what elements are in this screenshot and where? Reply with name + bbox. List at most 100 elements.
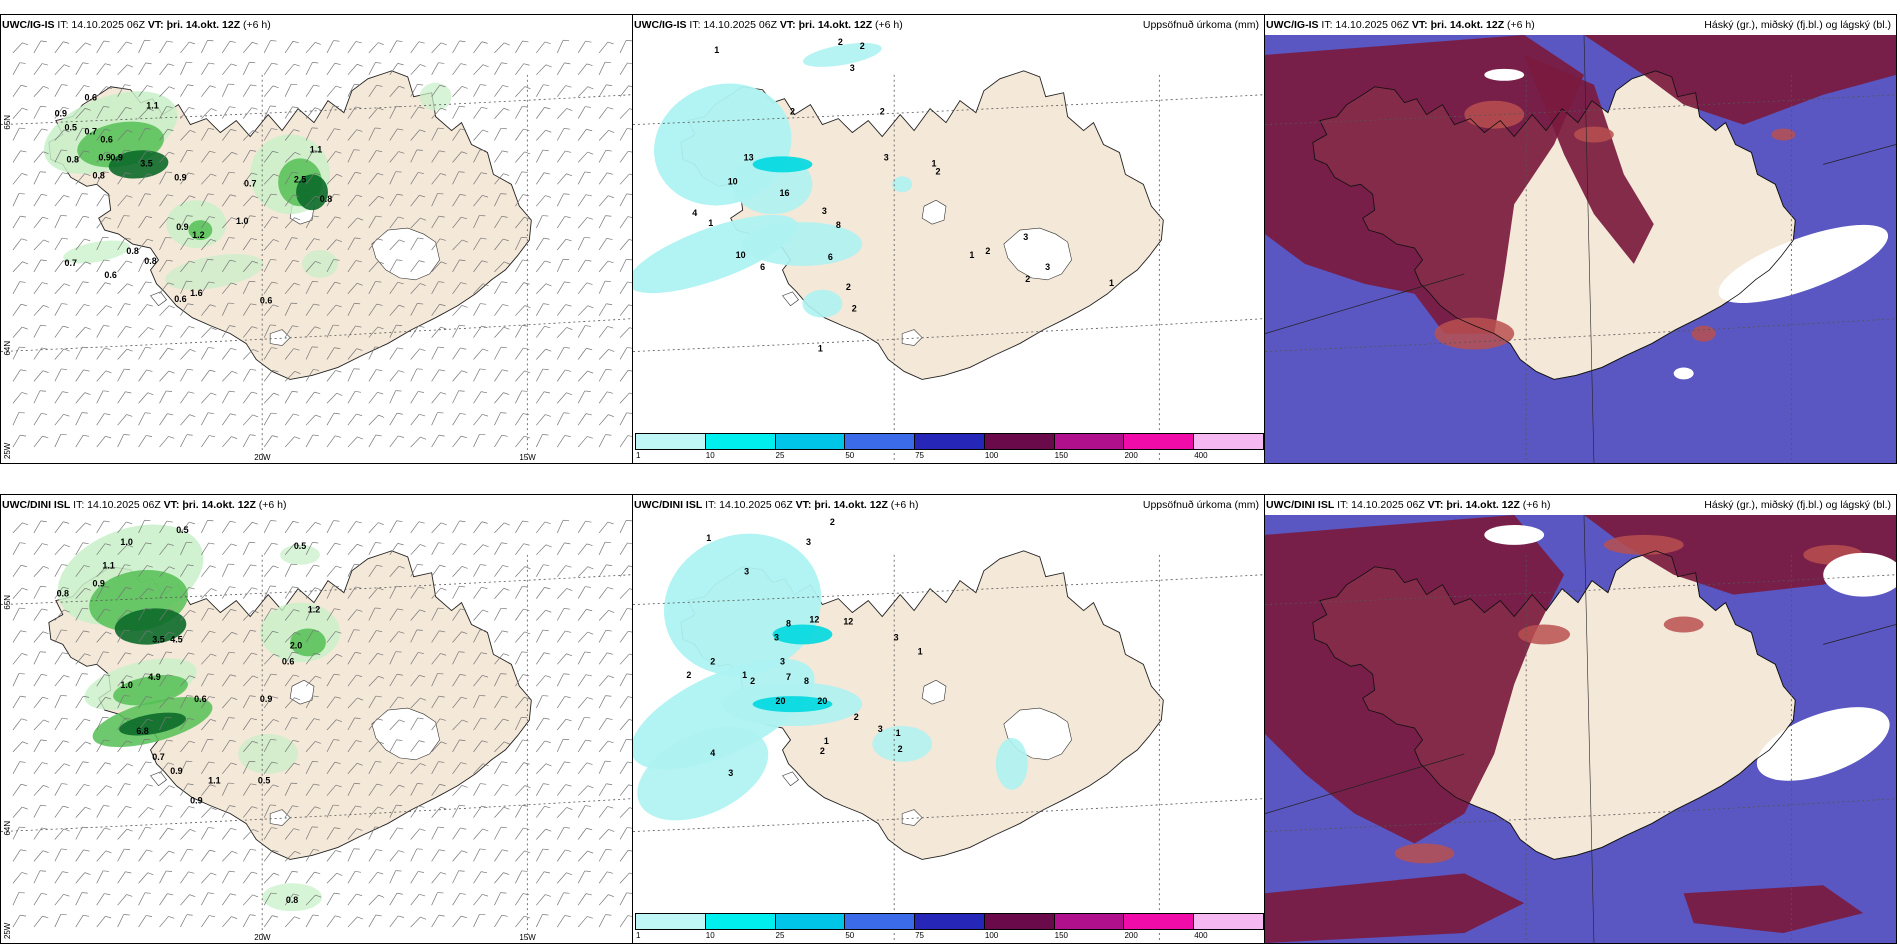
map-wind-precip[interactable]: 65N 64N 25W 20W 15W 0.5 1.0 1.1 0.9 0.8 0.5 3.5 4.5 1… [1, 515, 632, 943]
value-label: 6 [828, 252, 833, 262]
value-label: 1.0 [120, 680, 132, 690]
colorbar: 1 10 25 50 75 100 150 200 400 [635, 433, 1264, 460]
value-label: 0.8 [320, 194, 332, 204]
colorbar-label: 50 [845, 931, 855, 940]
value-label: 1 [706, 533, 711, 543]
field-title: Háský (gr.), miðský (fj.bl.) og lágský (… [1704, 499, 1891, 511]
glacier [150, 771, 167, 787]
value-label: 1 [824, 736, 829, 746]
glacier [150, 291, 167, 307]
value-label: 1.1 [310, 144, 322, 154]
precip-area [302, 249, 338, 278]
value-label: 3 [1023, 232, 1028, 242]
colorbar-swatch [1193, 913, 1264, 930]
colorbar-swatch [774, 913, 846, 930]
value-label: 2 [936, 166, 941, 176]
value-label: 2.0 [290, 640, 302, 650]
value-label: 0.8 [67, 154, 79, 164]
map-wind-precip[interactable]: 65N 64N 25W 20W 15W 0.6 0.9 0.5 1.1 0.7 0.6 0.9 0.8 0… [1, 35, 632, 463]
value-label: 6 [760, 262, 765, 272]
colorbar-label: 1 [636, 931, 641, 940]
colorbar-label: 400 [1194, 931, 1208, 940]
latitude-line [1, 94, 632, 125]
value-label: 2 [852, 304, 857, 314]
colorbar-swatch [1123, 433, 1195, 450]
value-label: 2 [985, 246, 990, 256]
map-accumulated-precip[interactable]: 2 1 3 3 8 12 12 3 2 1 2 3 2 7 8 20 20 4 3 3 1 2 3 1 1 2 2 [633, 515, 1264, 943]
coastline [1312, 550, 1796, 860]
field-title: Uppsöfnuð úrkoma (mm) [1142, 19, 1259, 31]
longitude-label: 25W [3, 442, 12, 459]
value-label: 1 [896, 728, 901, 738]
init-time: IT: 14.10.2025 06Z [1321, 19, 1409, 31]
value-label: 0.5 [294, 541, 306, 551]
colorbar-swatch [635, 433, 706, 450]
value-label: 0.9 [176, 222, 188, 232]
init-time: IT: 14.10.2025 06Z [689, 19, 777, 31]
precip-area [114, 608, 187, 645]
glacier [269, 809, 291, 826]
precip-area [1574, 126, 1614, 143]
valid-time: VT: þri. 14.okt. 12Z [795, 499, 888, 511]
colorbar-label: 1 [636, 451, 641, 460]
gust-labels: 0.6 0.9 0.5 1.1 0.7 0.6 0.9 0.8 0.9 3.5 0.8 0.9 2.5 0… [55, 93, 333, 306]
value-label: 1.6 [190, 288, 202, 298]
value-label: 2 [820, 746, 825, 756]
colorbar-swatch [844, 433, 916, 450]
precip-area [296, 174, 328, 211]
value-label: 6.8 [136, 726, 148, 736]
map-accumulated-precip[interactable]: 1 2 2 3 2 13 10 16 2 3 1 2 4 3 8 1 10 6 6 1 2 3 3 2 1 2 2 1 [633, 35, 1264, 463]
precip-area [1394, 843, 1455, 864]
value-label: 0.5 [258, 776, 270, 786]
colorbar-label: 100 [984, 451, 999, 460]
lead-time: (+6 h) [890, 499, 919, 511]
value-label: 1 [708, 218, 713, 228]
map-cloud-cover[interactable] [1265, 35, 1896, 463]
value-label: 3 [806, 537, 811, 547]
longitude-label: 25W [3, 922, 12, 939]
value-label: 0.9 [170, 766, 182, 776]
model-name: UWC/IG-IS [634, 19, 687, 31]
high-cloud-area [1524, 54, 1654, 264]
init-time: IT: 14.10.2025 06Z [57, 19, 145, 31]
value-label: 3 [894, 632, 899, 642]
value-label: 2 [854, 712, 859, 722]
clear-sky-area [1484, 68, 1525, 81]
value-label: 8 [786, 618, 791, 628]
value-label: 2 [838, 37, 843, 47]
colorbar-swatch [983, 913, 1055, 930]
precip-area [637, 727, 769, 821]
colorbar-label: 25 [775, 451, 785, 460]
glacier [371, 227, 440, 281]
value-label: 3 [822, 206, 827, 216]
precip-area [1663, 616, 1704, 633]
value-label: 0.8 [57, 589, 69, 599]
wind-barbs [12, 519, 632, 928]
value-label: 1.0 [120, 537, 132, 547]
value-label: 0.6 [104, 270, 116, 280]
value-label: 13 [744, 152, 754, 162]
value-label: 3.5 [152, 634, 164, 644]
glacier [921, 679, 947, 705]
latitude-label: 64N [3, 341, 12, 356]
panel-header: UWC/IG-IS IT: 14.10.2025 06Z VT: þri. 14… [633, 15, 1264, 35]
colorbar-swatch [704, 913, 776, 930]
clear-sky-area [1756, 707, 1890, 781]
colorbar-label: 100 [984, 931, 999, 940]
latitude-line [633, 94, 1264, 125]
glacier [1003, 227, 1072, 281]
precip-area [419, 82, 452, 111]
value-label: 2 [830, 517, 835, 527]
map-cloud-cover[interactable] [1265, 515, 1896, 943]
model-name: UWC/DINI ISL [1266, 499, 1335, 511]
value-label: 0.9 [92, 579, 104, 589]
colorbar-label: 200 [1124, 451, 1138, 460]
value-label: 1.1 [146, 101, 158, 111]
value-label: 0.6 [100, 135, 112, 145]
panel-wind-precip-dini: UWC/DINI ISL IT: 14.10.2025 06Z VT: þri.… [0, 494, 633, 944]
value-label: 2 [860, 41, 865, 51]
precip-area [108, 150, 169, 179]
model-name: UWC/IG-IS [1266, 19, 1319, 31]
